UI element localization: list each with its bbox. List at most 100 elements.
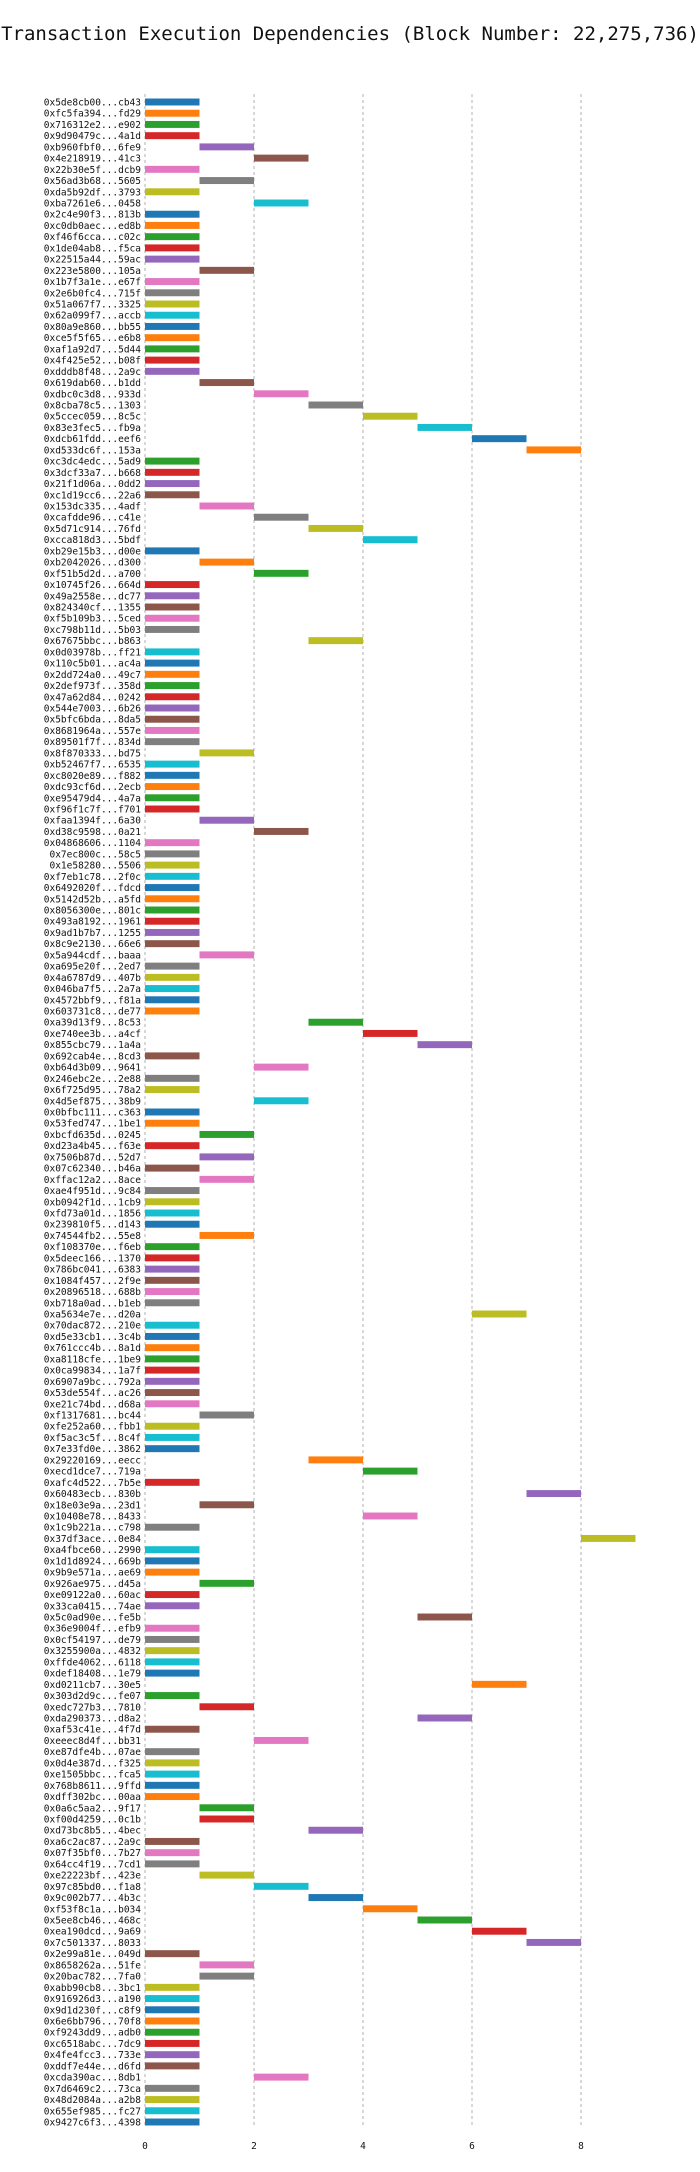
y-tick-label: 0x223e5800...105a	[44, 266, 141, 277]
y-tick-label: 0xf53f8c1a...b034	[44, 1904, 142, 1915]
y-tick-label: 0x1e58280...5506	[49, 861, 141, 872]
y-tick-label: 0xe95479d4...4a7a	[44, 793, 141, 804]
y-tick-label: 0x10745f26...664d	[44, 580, 141, 591]
y-tick-label: 0x603731c8...de77	[44, 1007, 141, 1018]
task-bar	[199, 558, 254, 566]
task-bar	[145, 861, 200, 869]
y-tick-label: 0x9427c6f3...4398	[44, 2118, 142, 2129]
y-tick-label: 0x9c002b77...4b3c	[44, 1893, 141, 1904]
task-bar	[145, 468, 200, 476]
task-bar	[145, 1243, 200, 1251]
y-tick-label: 0x0a6c5aa2...9f17	[44, 1803, 141, 1814]
y-tick-label: 0xe09122a0...60ac	[44, 1590, 141, 1601]
task-bar	[308, 1894, 363, 1902]
x-tick-label: 8	[578, 2141, 584, 2152]
task-bar	[199, 1153, 254, 1161]
task-bar	[145, 715, 200, 723]
y-tick-label: 0x48d2084a...a2b8	[44, 2095, 142, 2106]
bars-layer	[145, 98, 636, 2126]
task-bar	[254, 513, 309, 521]
y-tick-label: 0x239810f5...d143	[44, 1220, 141, 1231]
task-bar	[526, 1938, 581, 1946]
task-bar	[308, 524, 363, 532]
y-tick-label: 0xaf53c41e...4f7d	[44, 1725, 141, 1736]
task-bar	[308, 1018, 363, 1026]
task-bar	[145, 300, 200, 308]
task-bar	[145, 1983, 200, 1991]
y-tick-label: 0xb52467f7...6535	[44, 760, 141, 771]
task-bar	[199, 266, 254, 274]
task-bar	[145, 928, 200, 936]
y-tick-label: 0x5de8cb00...cb43	[44, 98, 141, 109]
task-bar	[145, 233, 200, 241]
task-bar	[145, 906, 200, 914]
task-bar	[145, 1568, 200, 1576]
task-bar	[145, 1366, 200, 1374]
y-tick-label: 0x22515a44...59ac	[44, 255, 141, 266]
task-bar	[145, 322, 200, 330]
task-bar	[363, 1029, 418, 1037]
y-tick-label: 0x89501f7f...834d	[44, 737, 141, 748]
task-bar	[145, 738, 200, 746]
y-tick-label: 0xdc93cf6d...2ecb	[44, 782, 142, 793]
task-bar	[145, 2017, 200, 2025]
y-tick-label: 0xbcfd635d...0245	[44, 1130, 141, 1141]
task-bar	[145, 648, 200, 656]
task-bar	[145, 244, 200, 252]
task-bar	[145, 255, 200, 263]
y-tick-label: 0x8056300e...801c	[44, 906, 141, 917]
y-tick-label: 0xdef18408...1e79	[44, 1669, 142, 1680]
y-tick-label: 0x07f35bf0...7b27	[44, 1848, 141, 1859]
task-bar	[308, 1826, 363, 1834]
y-tick-label: 0xdcb61fdd...eef6	[44, 434, 142, 445]
y-tick-label: 0xd73bc8b5...4bec	[44, 1826, 141, 1837]
y-tick-label: 0x6f725d95...78a2	[44, 1085, 141, 1096]
y-tick-labels: 0x5de8cb00...cb430xfc5fa394...fd290x7163…	[44, 98, 142, 2129]
task-bar	[145, 985, 200, 993]
task-bar	[363, 1905, 418, 1913]
y-tick-label: 0xb64d3b09...9641	[44, 1063, 142, 1074]
y-tick-label: 0x9b9e571a...ae69	[44, 1568, 142, 1579]
y-tick-label: 0xb960fbf0...6fe9	[44, 142, 142, 153]
task-bar	[145, 1389, 200, 1397]
y-tick-label: 0xcca818d3...5bdf	[44, 535, 141, 546]
task-bar	[145, 850, 200, 858]
task-bar	[199, 1961, 254, 1969]
y-tick-label: 0xffde4062...6118	[44, 1657, 142, 1668]
task-bar	[145, 165, 200, 173]
y-tick-label: 0x3dcf33a7...b668	[44, 468, 142, 479]
task-bar	[145, 592, 200, 600]
task-bar	[145, 670, 200, 678]
task-bar	[145, 625, 200, 633]
task-bar	[145, 1164, 200, 1172]
task-bar	[472, 435, 527, 443]
y-tick-label: 0x3255900a...4832	[44, 1646, 141, 1657]
y-tick-label: 0xce5f5f65...e6b8	[44, 333, 142, 344]
task-bar	[199, 143, 254, 151]
task-bar	[145, 895, 200, 903]
y-tick-label: 0x18e03e9a...23d1	[44, 1500, 142, 1511]
task-bar	[199, 1501, 254, 1509]
y-tick-label: 0x80a9e860...bb55	[44, 322, 141, 333]
y-tick-label: 0x926ae975...d45a	[44, 1579, 141, 1590]
task-bar	[145, 188, 200, 196]
y-tick-label: 0x8f870333...bd75	[44, 748, 141, 759]
y-tick-label: 0x7d6469c2...73ca	[44, 2084, 141, 2095]
task-bar	[199, 1175, 254, 1183]
y-tick-label: 0xa8118cfe...1be9	[44, 1354, 142, 1365]
y-tick-label: 0x4e218919...41c3	[44, 154, 141, 165]
task-bar	[145, 973, 200, 981]
task-bar	[145, 356, 200, 364]
task-bar	[145, 1086, 200, 1094]
y-tick-label: 0x70dac872...210e	[44, 1321, 142, 1332]
task-bar	[145, 2118, 200, 2126]
y-tick-label: 0xe740ee3b...a4cf	[44, 1029, 141, 1040]
y-tick-label: 0x67675bbc...b863	[44, 636, 141, 647]
y-tick-label: 0xc0db0aec...ed8b	[44, 221, 142, 232]
y-tick-label: 0x20bac782...7fa0	[44, 1972, 142, 1983]
y-tick-label: 0x07c62340...b46a	[44, 1164, 141, 1175]
task-bar	[145, 1422, 200, 1430]
y-tick-label: 0xdbc0c3d8...933d	[44, 389, 141, 400]
y-tick-label: 0x8cba78c5...1303	[44, 401, 141, 412]
y-tick-label: 0x83e3fec5...fb9a	[44, 423, 141, 434]
